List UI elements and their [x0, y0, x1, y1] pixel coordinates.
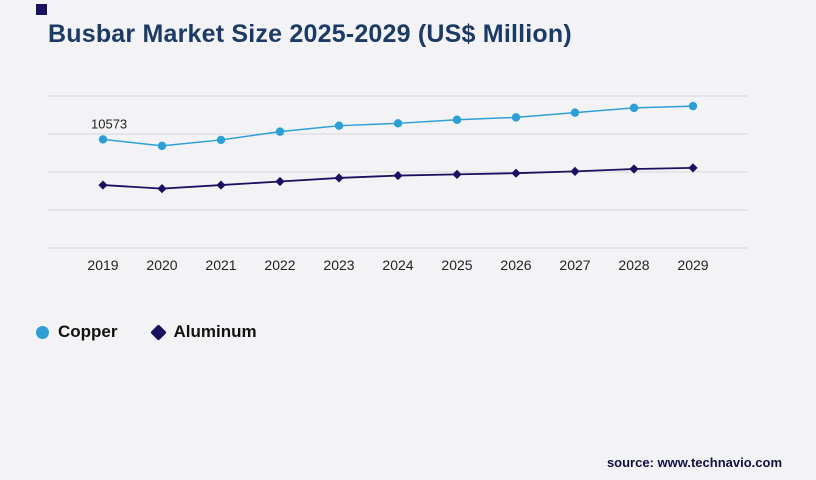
- legend-item-aluminum: Aluminum: [149, 322, 257, 342]
- line-chart: 2019 2020 2021 2022 2023 2024 2025 2026 2027 2028…: [48, 86, 760, 281]
- svg-text:2025: 2025: [441, 257, 472, 273]
- svg-text:2027: 2027: [559, 257, 590, 273]
- svg-text:2029: 2029: [677, 257, 708, 273]
- svg-text:2022: 2022: [264, 257, 295, 273]
- svg-text:2021: 2021: [205, 257, 236, 273]
- svg-text:2028: 2028: [618, 257, 649, 273]
- legend-label-copper: Copper: [58, 322, 118, 341]
- svg-text:2024: 2024: [382, 257, 413, 273]
- svg-text:2023: 2023: [323, 257, 354, 273]
- source-attribution: source: www.technavio.com: [606, 455, 782, 470]
- legend-label-aluminum: Aluminum: [173, 322, 257, 341]
- copper-legend-marker-icon: [36, 325, 49, 339]
- svg-text:2019: 2019: [87, 257, 118, 273]
- chart-canvas: 2019 2020 2021 2022 2023 2024 2025 2026 2027 2028…: [48, 95, 748, 273]
- svg-text:2026: 2026: [500, 257, 531, 273]
- corner-accent-square: [36, 4, 47, 15]
- svg-text:2020: 2020: [146, 257, 177, 273]
- aluminum-legend-marker-icon: [149, 323, 167, 341]
- chart-title: Busbar Market Size 2025-2029 (US$ Millio…: [48, 20, 572, 48]
- legend-item-copper: Copper: [36, 322, 118, 342]
- chart-legend: Copper Aluminum: [36, 322, 257, 342]
- svg-text:10573: 10573: [91, 116, 127, 131]
